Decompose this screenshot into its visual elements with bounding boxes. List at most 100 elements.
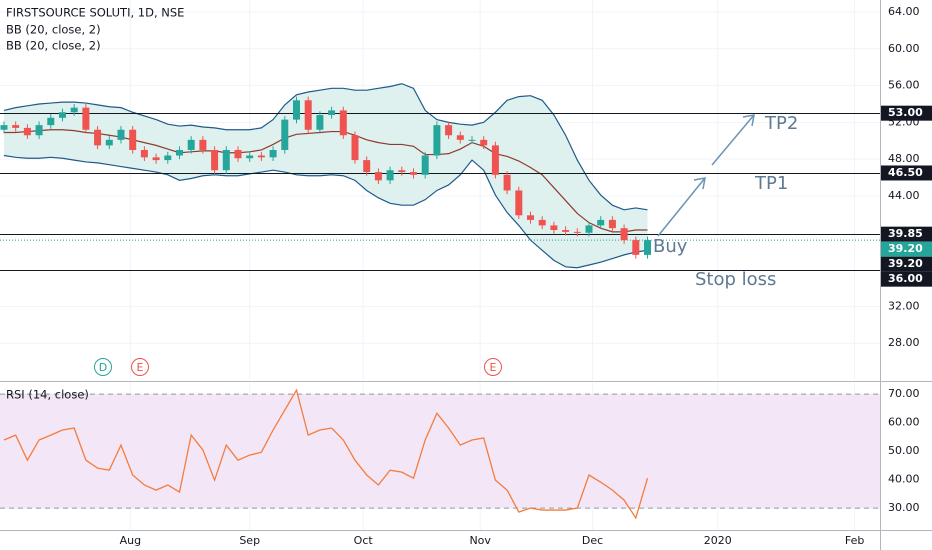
candle-body — [421, 155, 429, 175]
candle-body — [491, 145, 499, 175]
candle-body — [222, 149, 230, 171]
candle-body — [386, 170, 394, 181]
candle-body — [23, 127, 31, 136]
x-tick-label: Oct — [354, 534, 374, 547]
candle-body — [211, 149, 219, 171]
candle-body — [562, 230, 570, 232]
price-label: 39.85 — [888, 227, 923, 240]
x-tick-label: Aug — [120, 534, 141, 547]
x-tick-label: Nov — [469, 534, 491, 547]
price-label-box — [881, 241, 932, 257]
y-tick-label: 60.00 — [888, 42, 920, 55]
candle-body — [316, 115, 324, 130]
candle-body — [199, 139, 207, 150]
candle-body — [175, 149, 183, 156]
candle-body — [187, 139, 195, 150]
rsi-pane — [0, 388, 880, 520]
candle-body — [374, 172, 382, 181]
event-marker — [131, 358, 149, 376]
annotation: Stop loss — [695, 269, 776, 290]
candle-body — [58, 112, 66, 118]
candle-body — [409, 172, 417, 175]
candle-body — [35, 125, 43, 136]
candle-body — [550, 225, 558, 231]
y-tick-label: 44.00 — [888, 189, 920, 202]
y-tick-label: 60.00 — [888, 416, 920, 429]
candle-body — [456, 135, 464, 140]
candle-body — [0, 125, 8, 130]
event-label: D — [99, 361, 107, 374]
candle-body — [632, 240, 640, 255]
candle-body — [257, 155, 265, 158]
candle-body — [292, 100, 300, 120]
y-tick-label: 50.00 — [888, 444, 920, 457]
price-label: 39.20 — [888, 257, 923, 270]
rsi-band — [0, 394, 880, 509]
x-tick-label: Feb — [845, 534, 864, 547]
price-label: 36.00 — [888, 272, 923, 285]
band-upper — [3, 83, 648, 211]
candle-body — [445, 125, 453, 136]
y-tick-label: 48.00 — [888, 152, 920, 165]
candle-body — [573, 231, 581, 233]
band-fill — [3, 83, 648, 268]
y-tick-label: 70.00 — [888, 387, 920, 400]
x-tick-label: Sep — [239, 534, 260, 547]
candle-body — [527, 215, 535, 220]
candle-body — [164, 155, 172, 161]
x-tick-label: Dec — [582, 534, 603, 547]
arrow — [657, 177, 706, 237]
candle-body — [281, 119, 289, 150]
indicator-label: BB (20, close, 2) — [6, 39, 101, 53]
event-label: E — [490, 361, 497, 374]
arrows — [657, 114, 755, 237]
band-lower — [3, 154, 648, 269]
y-tick-label: 32.00 — [888, 299, 920, 312]
price-label-box — [881, 165, 932, 181]
candle-body — [339, 110, 347, 136]
candle-body — [304, 100, 312, 130]
y-tick-label: 56.00 — [888, 79, 920, 92]
candle-body — [538, 219, 546, 226]
candle-body — [328, 110, 336, 116]
candle-body — [234, 149, 242, 159]
candle-body — [246, 155, 254, 159]
chart-title: FIRSTSOURCE SOLUTI, 1D, NSE — [6, 6, 184, 20]
candle-body — [585, 225, 593, 233]
candle-body — [152, 157, 160, 161]
price-pane — [0, 83, 880, 271]
candle-body — [47, 117, 55, 126]
price-label-box — [881, 105, 932, 121]
candle-body — [351, 135, 359, 161]
candle-body — [433, 125, 441, 156]
candle-body — [70, 107, 78, 113]
candle-body — [117, 129, 125, 140]
y-tick-label: 40.00 — [888, 473, 920, 486]
y-tick-label: 64.00 — [888, 5, 920, 18]
axes: 64.0060.0056.0052.0048.0044.0032.0028.00… — [120, 5, 932, 547]
annotation: Buy — [653, 236, 688, 257]
event-label: E — [137, 361, 144, 374]
event-marker — [484, 358, 502, 376]
candle-body — [140, 149, 148, 158]
price-label: 46.50 — [888, 166, 923, 179]
y-tick-label: 30.00 — [888, 501, 920, 514]
candle-body — [363, 160, 371, 173]
candle-body — [503, 174, 511, 191]
y-tick-label: 28.00 — [888, 336, 920, 349]
event-marker — [94, 358, 112, 376]
annotation: TP1 — [754, 173, 788, 194]
indicator-label: BB (20, close, 2) — [6, 23, 101, 37]
candle-body — [12, 125, 20, 128]
arrow-head — [693, 177, 706, 190]
x-tick-label: 2020 — [704, 534, 732, 547]
candle-body — [129, 129, 137, 150]
price-label: 39.20 — [888, 242, 923, 255]
candle-body — [480, 139, 488, 146]
price-label-box — [881, 271, 932, 287]
candle-body — [398, 170, 406, 173]
candle-body — [644, 240, 652, 255]
candle-body — [269, 149, 277, 158]
candle-body — [608, 219, 616, 229]
